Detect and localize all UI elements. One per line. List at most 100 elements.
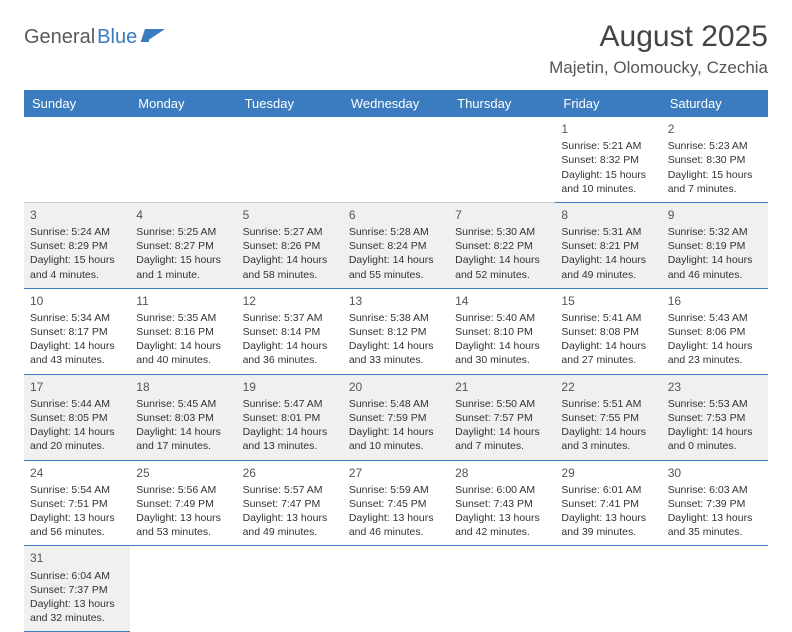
calendar-day-cell: 7Sunrise: 5:30 AMSunset: 8:22 PMDaylight…: [449, 202, 555, 288]
calendar-empty-cell: [24, 117, 130, 202]
calendar-day-cell: 20Sunrise: 5:48 AMSunset: 7:59 PMDayligh…: [343, 374, 449, 460]
daylight-text: Daylight: 15 hours and 7 minutes.: [668, 168, 762, 196]
calendar-empty-cell: [662, 546, 768, 632]
sunrise-text: Sunrise: 5:50 AM: [455, 397, 549, 411]
sunrise-text: Sunrise: 6:01 AM: [561, 483, 655, 497]
day-number: 26: [243, 465, 337, 481]
calendar-header-row: SundayMondayTuesdayWednesdayThursdayFrid…: [24, 90, 768, 117]
calendar-day-cell: 13Sunrise: 5:38 AMSunset: 8:12 PMDayligh…: [343, 288, 449, 374]
sunset-text: Sunset: 8:22 PM: [455, 239, 549, 253]
calendar-day-cell: 21 Sunrise: 5:50 AMSunset: 7:57 PMDayligh…: [449, 374, 555, 460]
daylight-text: Daylight: 14 hours and 49 minutes.: [561, 253, 655, 281]
page-title: August 2025: [549, 20, 768, 54]
sunset-text: Sunset: 7:59 PM: [349, 411, 443, 425]
calendar-row: 31Sunrise: 6:04 AMSunset: 7:37 PMDayligh…: [24, 546, 768, 632]
calendar-day-cell: 6Sunrise: 5:28 AMSunset: 8:24 PMDaylight…: [343, 202, 449, 288]
calendar-day-cell: 1Sunrise: 5:21 AMSunset: 8:32 PMDaylight…: [555, 117, 661, 202]
sunset-text: Sunset: 7:49 PM: [136, 497, 230, 511]
sunset-text: Sunset: 8:01 PM: [243, 411, 337, 425]
day-number: 1: [561, 121, 655, 137]
calendar-empty-cell: [343, 117, 449, 202]
sunrise-text: Sunrise: 5:37 AM: [243, 311, 337, 325]
sunset-text: Sunset: 8:06 PM: [668, 325, 762, 339]
day-number: 19: [243, 379, 337, 395]
sunset-text: Sunset: 8:08 PM: [561, 325, 655, 339]
sunset-text: Sunset: 8:17 PM: [30, 325, 124, 339]
sunset-text: Sunset: 8:29 PM: [30, 239, 124, 253]
day-number: 16: [668, 293, 762, 309]
logo-text-blue: Blue: [97, 26, 137, 49]
calendar-empty-cell: [130, 546, 236, 632]
calendar-row: 24Sunrise: 5:54 AMSunset: 7:51 PMDayligh…: [24, 460, 768, 546]
day-number: 23: [668, 379, 762, 395]
calendar-day-cell: 8Sunrise: 5:31 AMSunset: 8:21 PMDaylight…: [555, 202, 661, 288]
calendar-day-cell: 30Sunrise: 6:03 AMSunset: 7:39 PMDayligh…: [662, 460, 768, 546]
calendar-day-cell: 19Sunrise: 5:47 AMSunset: 8:01 PMDayligh…: [237, 374, 343, 460]
calendar-header-cell: Saturday: [662, 90, 768, 117]
daylight-text: Daylight: 14 hours and 7 minutes.: [455, 425, 549, 453]
sunset-text: Sunset: 7:45 PM: [349, 497, 443, 511]
sunset-text: Sunset: 7:53 PM: [668, 411, 762, 425]
sunrise-text: Sunrise: 5:34 AM: [30, 311, 124, 325]
sunset-text: Sunset: 8:24 PM: [349, 239, 443, 253]
calendar-row: 3Sunrise: 5:24 AMSunset: 8:29 PMDaylight…: [24, 202, 768, 288]
sunrise-text: Sunrise: 5:54 AM: [30, 483, 124, 497]
flag-icon: [141, 27, 167, 48]
sunrise-text: Sunrise: 5:59 AM: [349, 483, 443, 497]
sunrise-text: Sunrise: 5:21 AM: [561, 139, 655, 153]
daylight-text: Daylight: 14 hours and 13 minutes.: [243, 425, 337, 453]
day-number: 31: [30, 550, 124, 566]
sunset-text: Sunset: 7:47 PM: [243, 497, 337, 511]
day-number: 29: [561, 465, 655, 481]
sunrise-text: Sunrise: 5:24 AM: [30, 225, 124, 239]
logo-text-general: General: [24, 26, 95, 49]
sunrise-text: Sunrise: 5:40 AM: [455, 311, 549, 325]
calendar-empty-cell: [449, 117, 555, 202]
sunset-text: Sunset: 7:57 PM: [455, 411, 549, 425]
calendar-day-cell: 14Sunrise: 5:40 AMSunset: 8:10 PMDayligh…: [449, 288, 555, 374]
header: General Blue August 2025 Majetin, Olomou…: [24, 20, 768, 78]
day-number: 18: [136, 379, 230, 395]
day-number: 9: [668, 207, 762, 223]
sunrise-text: Sunrise: 5:51 AM: [561, 397, 655, 411]
calendar-day-cell: 23Sunrise: 5:53 AMSunset: 7:53 PMDayligh…: [662, 374, 768, 460]
calendar-day-cell: 31Sunrise: 6:04 AMSunset: 7:37 PMDayligh…: [24, 546, 130, 632]
daylight-text: Daylight: 14 hours and 40 minutes.: [136, 339, 230, 367]
calendar-body: 1Sunrise: 5:21 AMSunset: 8:32 PMDaylight…: [24, 117, 768, 632]
calendar-empty-cell: [237, 117, 343, 202]
calendar-day-cell: 11Sunrise: 5:35 AMSunset: 8:16 PMDayligh…: [130, 288, 236, 374]
day-number: 8: [561, 207, 655, 223]
day-number: 6: [349, 207, 443, 223]
calendar-empty-cell: [237, 546, 343, 632]
calendar-day-cell: 16Sunrise: 5:43 AMSunset: 8:06 PMDayligh…: [662, 288, 768, 374]
day-number: 20: [349, 379, 443, 395]
sunset-text: Sunset: 8:30 PM: [668, 153, 762, 167]
calendar-header-cell: Tuesday: [237, 90, 343, 117]
sunrise-text: Sunrise: 5:45 AM: [136, 397, 230, 411]
logo: General Blue: [24, 26, 167, 49]
sunset-text: Sunset: 8:19 PM: [668, 239, 762, 253]
daylight-text: Daylight: 15 hours and 4 minutes.: [30, 253, 124, 281]
sunrise-text: Sunrise: 5:27 AM: [243, 225, 337, 239]
calendar-day-cell: 28Sunrise: 6:00 AMSunset: 7:43 PMDayligh…: [449, 460, 555, 546]
daylight-text: Daylight: 14 hours and 52 minutes.: [455, 253, 549, 281]
sunrise-text: Sunrise: 5:32 AM: [668, 225, 762, 239]
location: Majetin, Olomoucky, Czechia: [549, 58, 768, 78]
day-number: 21: [455, 379, 549, 395]
day-number: 4: [136, 207, 230, 223]
day-number: 27: [349, 465, 443, 481]
sunset-text: Sunset: 8:14 PM: [243, 325, 337, 339]
daylight-text: Daylight: 14 hours and 10 minutes.: [349, 425, 443, 453]
daylight-text: Daylight: 15 hours and 1 minute.: [136, 253, 230, 281]
sunrise-text: Sunrise: 5:38 AM: [349, 311, 443, 325]
calendar-day-cell: 27Sunrise: 5:59 AMSunset: 7:45 PMDayligh…: [343, 460, 449, 546]
calendar-empty-cell: [555, 546, 661, 632]
sunset-text: Sunset: 8:12 PM: [349, 325, 443, 339]
sunrise-text: Sunrise: 5:35 AM: [136, 311, 230, 325]
daylight-text: Daylight: 14 hours and 27 minutes.: [561, 339, 655, 367]
daylight-text: Daylight: 15 hours and 10 minutes.: [561, 168, 655, 196]
sunset-text: Sunset: 7:37 PM: [30, 583, 124, 597]
day-number: 24: [30, 465, 124, 481]
calendar-row: 17Sunrise: 5:44 AMSunset: 8:05 PMDayligh…: [24, 374, 768, 460]
calendar-day-cell: 3Sunrise: 5:24 AMSunset: 8:29 PMDaylight…: [24, 202, 130, 288]
